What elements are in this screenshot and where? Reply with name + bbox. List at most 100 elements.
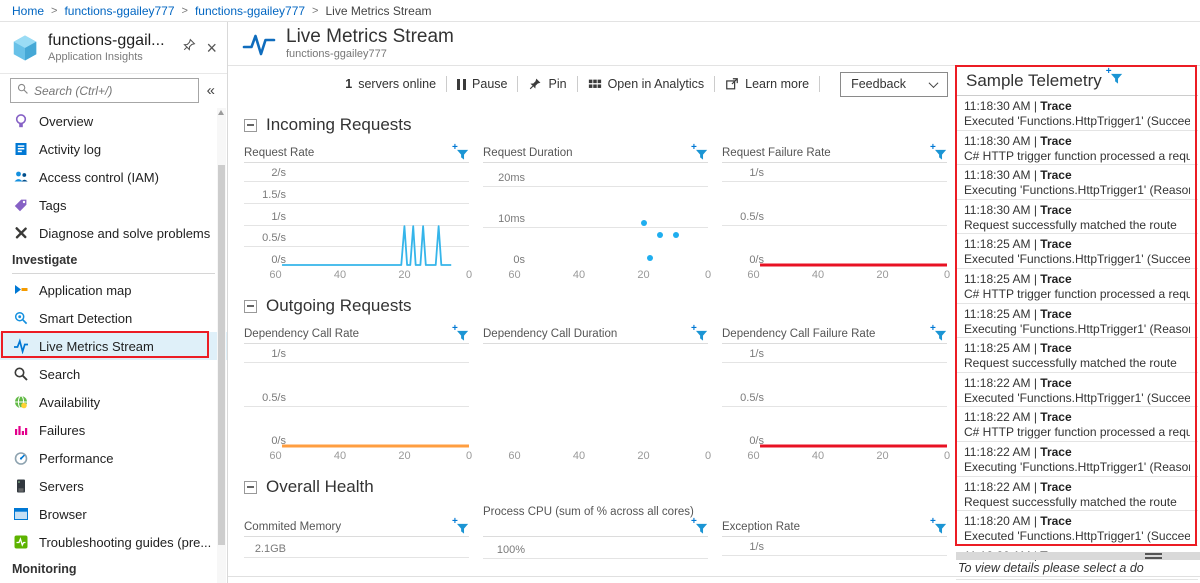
scrollbar-up-icon[interactable] [218,110,224,115]
telemetry-type: Trace [1040,99,1072,113]
telemetry-item[interactable]: 11:18:30 AM | Trace Executing 'Functions.… [956,165,1198,200]
filter-icon[interactable]: + [930,516,947,535]
chart-title-row: Process CPU (sum of % across all cores) + [483,506,708,536]
y-axis-label: 0/s [271,435,286,447]
filter-icon[interactable]: + [452,142,469,161]
telemetry-note: To view details please select a do [958,561,1200,575]
close-icon[interactable]: × [206,37,217,58]
panel-resize-handle[interactable] [956,552,1200,560]
sidebar-item-activity-log[interactable]: Activity log [0,135,227,163]
chart-commited-memory: Commited Memory +2.1GB [244,506,469,583]
collapse-section-icon[interactable] [244,118,257,132]
chart-dependency-call-rate: Dependency Call Rate +1/s 0.5/s 0/s 60 40 20 0 [244,323,472,464]
sidebar-item-performance[interactable]: Performance [0,444,227,472]
filter-icon[interactable]: + [930,323,947,342]
telemetry-message: C# HTTP trigger function processed a req… [964,425,1190,440]
gridline [244,203,469,204]
chart-plot: 2/s 1.5/s 1/s 0.5/s 0/s [244,162,469,267]
sidebar-item-label: Servers [39,478,84,494]
filter-icon[interactable]: + [691,142,708,161]
search-box [10,78,199,103]
x-axis-label: 60 [747,450,760,462]
sidebar-item-application-map[interactable]: Application map [0,276,227,304]
telemetry-item[interactable]: 11:18:22 AM | Trace Executed 'Functions.H… [956,373,1198,408]
sidebar-item-servers[interactable]: Servers [0,472,227,500]
collapse-sidebar-icon[interactable]: « [206,82,215,99]
pin-blade-icon[interactable] [182,38,196,57]
analytics-grid-icon [588,79,601,88]
telemetry-type: Trace [1040,341,1072,356]
telemetry-message: Executing 'Functions.HttpTrigger1' (Reas… [964,321,1190,336]
telemetry-item[interactable]: 11:18:25 AM | Trace Request successfully … [956,338,1198,373]
sidebar-item-availability[interactable]: Availability [0,388,227,416]
sidebar-item-access-control[interactable]: Access control (IAM) [0,163,227,191]
telemetry-time: 11:18:25 AM [964,306,1031,321]
chart-title-row: Dependency Call Rate + [244,323,469,343]
y-axis-label: 0/s [749,435,764,447]
sidebar-item-label: Smart Detection [39,310,133,326]
feedback-button[interactable]: Feedback [840,71,948,97]
collapse-section-icon[interactable] [244,299,257,313]
troubleshooting-guides-icon [12,534,29,551]
telemetry-item[interactable]: 11:18:30 AM | Trace C# HTTP trigger funct… [956,131,1198,166]
telemetry-item[interactable]: 11:18:25 AM | Trace C# HTTP trigger funct… [956,269,1198,304]
sidebar-item-live-metrics-stream[interactable]: Live Metrics Stream [0,332,227,360]
telemetry-item[interactable]: 11:18:22 AM | Trace Executing 'Functions.… [956,442,1198,477]
filter-icon[interactable]: + [691,516,708,535]
telemetry-item[interactable]: 11:18:25 AM | Trace Executing 'Functions.… [956,304,1198,339]
chart-plot: 100% [483,536,708,583]
sidebar-item-diagnose[interactable]: Diagnose and solve problems [0,219,227,247]
search-input[interactable] [34,83,192,98]
telemetry-item[interactable]: 11:18:22 AM | Trace C# HTTP trigger funct… [956,407,1198,442]
sidebar-item-troubleshooting-guides[interactable]: Troubleshooting guides (pre... [0,528,227,556]
x-axis-label: 60 [269,269,282,281]
telemetry-type: Trace [1040,202,1072,217]
sidebar-item-browser[interactable]: Browser [0,500,227,528]
telemetry-time: 11:18:25 AM [964,271,1031,286]
telemetry-item[interactable]: 11:18:22 AM | Trace Request successfully … [956,477,1198,512]
telemetry-item[interactable]: 11:18:20 AM | Trace Executed 'Functions.H… [956,511,1198,546]
chart-plot [483,343,708,448]
collapse-section-icon[interactable] [244,480,257,494]
open-in-analytics-button[interactable]: Open in Analytics [588,77,704,91]
chart-exception-rate: Exception Rate +1/s [722,506,947,583]
scrollbar-thumb[interactable] [218,165,225,545]
x-axis-label: 0 [704,450,712,462]
sidebar-item-tags[interactable]: Tags [0,191,227,219]
gridline [722,225,947,226]
feedback-label: Feedback [851,77,906,91]
section-title: Incoming Requests [266,115,412,134]
gridline [483,558,708,559]
telemetry-item[interactable]: 11:18:30 AM | Trace Executed 'Functions.H… [956,96,1198,131]
pause-button[interactable]: Pause [457,77,507,91]
breadcrumb-app[interactable]: functions-ggailey777 [64,3,175,18]
telemetry-item[interactable]: 11:18:30 AM | Trace Request successfully … [956,200,1198,235]
telemetry-type: Trace [1040,237,1072,252]
sidebar-item-failures[interactable]: Failures [0,416,227,444]
telemetry-item-header: 11:18:22 AM | Trace [964,444,1072,459]
sidebar-item-overview[interactable]: Overview [0,107,227,135]
pin-button[interactable]: Pin [528,77,567,91]
filter-icon[interactable]: + [691,323,708,342]
y-axis-label: 1/s [271,348,286,360]
sidebar-nav: Overview Activity log Access control (IA… [0,107,227,580]
telemetry-item-header: 11:18:25 AM | Trace [964,271,1072,286]
telemetry-type: Trace [1040,375,1072,390]
sidebar-item-label: Browser [39,506,87,522]
sidebar-item-search[interactable]: Search [0,360,227,388]
filter-icon[interactable]: + [930,142,947,161]
sidebar-section-investigate: Investigate [12,253,78,267]
filter-icon[interactable]: + [452,516,469,535]
filter-icon[interactable]: + [452,323,469,342]
breadcrumb-insights[interactable]: functions-ggailey777 [194,3,306,18]
sidebar-item-smart-detection[interactable]: Smart Detection [0,304,227,332]
telemetry-time: 11:18:30 AM [964,133,1031,148]
sidebar-scrollbar[interactable] [217,108,226,583]
telemetry-item[interactable]: 11:18:25 AM | Trace Executed 'Functions.H… [956,234,1198,269]
breadcrumb-home[interactable]: Home [12,3,45,18]
pause-icon [457,78,467,90]
gridline [244,362,469,363]
filter-icon[interactable]: + [1106,66,1123,85]
learn-more-button[interactable]: Learn more [725,77,809,91]
x-axis-label: 40 [572,269,586,281]
